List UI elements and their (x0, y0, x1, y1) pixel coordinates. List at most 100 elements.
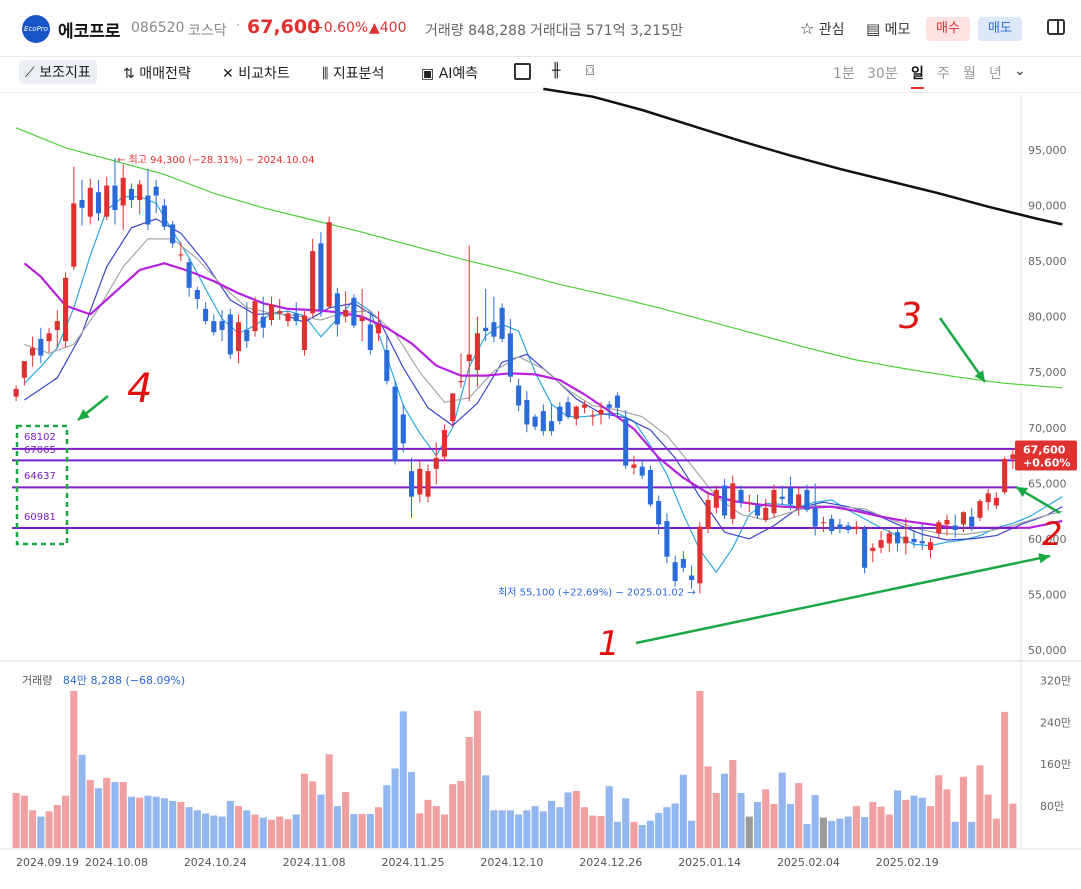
candle-body (343, 310, 349, 317)
x-tick-label: 2024.12.10 (480, 856, 543, 869)
volume-tick-label: 320만 (1040, 674, 1071, 687)
candle-body (969, 516, 975, 527)
period-day[interactable]: 일 (911, 63, 924, 89)
volume-bar (548, 800, 556, 848)
memo-button[interactable]: ▤ 메모 (866, 19, 910, 39)
candle-body (285, 313, 291, 322)
period-month[interactable]: 월 (963, 66, 976, 82)
candle-body (30, 347, 36, 356)
analysis-button[interactable]: ⫼ 지표분석 (322, 63, 384, 83)
ma-legend-title: 단순이동평균 (22, 106, 83, 119)
candle-body (722, 485, 728, 516)
change-percent: +0.60% (312, 20, 369, 36)
candle-body (886, 533, 892, 544)
volume-bar (762, 789, 770, 848)
period-30min[interactable]: 30분 (867, 66, 898, 82)
compare-button[interactable]: ✕ 비교차트 (222, 63, 290, 83)
trade-amount-info: 거래대금 571억 3,215만 (530, 23, 683, 39)
volume-bar (152, 796, 160, 848)
candle-body (433, 457, 439, 469)
indicators-button[interactable]: ⟋ 보조지표 (19, 60, 97, 84)
candle-body (796, 494, 802, 508)
candle-body (804, 490, 810, 510)
buy-button[interactable]: 매수 (926, 17, 970, 41)
volume-bar (300, 773, 308, 848)
x-tick-label: 2024.10.24 (184, 856, 247, 869)
gear-icon[interactable]: ⚙ (1048, 119, 1065, 140)
y-tick-label: 50,000 (1028, 644, 1067, 657)
volume-bar (836, 818, 844, 848)
candle-body (21, 361, 27, 378)
candle-type-button[interactable]: ╫ (552, 63, 560, 79)
analysis-icon: ⫼ (322, 66, 329, 82)
hand-number-1: 1 (598, 624, 620, 664)
hand-number-2: 2 (1042, 515, 1062, 553)
volume-bar (160, 798, 168, 848)
candle-body (598, 410, 604, 415)
candle-body (186, 262, 192, 288)
volume-bar (745, 816, 753, 848)
volume-bar (53, 805, 61, 848)
period-more-chevron-down-icon[interactable]: ⌄ (1014, 63, 1026, 79)
x-tick-label: 2024.09.19 (16, 856, 79, 869)
volume-bar (243, 810, 251, 848)
volume-bar (786, 804, 795, 848)
volume-bar (498, 810, 506, 848)
drawing-toggle-checkbox[interactable] (514, 63, 531, 80)
strategy-button[interactable]: ⇅ 매매전략 (123, 63, 191, 83)
volume-bar (572, 790, 580, 848)
candle-body (540, 411, 546, 432)
candle-body (524, 400, 530, 425)
indicators-label: 보조지표 (39, 65, 91, 81)
candle-body (903, 536, 909, 544)
high-price-label: ← 최고 94,300 (−28.31%) − 2024.10.04 (117, 154, 315, 166)
arrow-to-level (1015, 485, 1061, 515)
volume-bar (78, 754, 86, 848)
period-1min[interactable]: 1분 (833, 66, 855, 82)
volume-bar (218, 816, 226, 848)
moving-average-lines (15, 87, 1063, 574)
x-tick-label: 2025.02.19 (876, 856, 939, 869)
change-amount: ▲400 (369, 20, 407, 36)
sell-button[interactable]: 매도 (978, 17, 1022, 41)
volume-tick-label: 240만 (1040, 716, 1071, 729)
ai-predict-button[interactable]: ▣ AI예측 (421, 63, 478, 83)
volume-bar (564, 792, 572, 848)
watch-button[interactable]: ☆ 관심 (800, 19, 845, 39)
watermark-text: 알파스퀘어 (52, 626, 122, 644)
volume-bar (539, 811, 547, 848)
memo-label: 메모 (884, 22, 911, 38)
volume-bar (276, 816, 284, 848)
period-week[interactable]: 주 (937, 66, 950, 82)
last-price-tag (1015, 440, 1077, 471)
screenshot-button[interactable]: ⌼ (586, 63, 594, 79)
volume-bar (424, 799, 432, 848)
candle-body (590, 415, 596, 417)
candle-body (277, 311, 283, 314)
candle-body (837, 524, 843, 529)
star-icon: ☆ (800, 19, 815, 38)
volume-bar (877, 806, 885, 848)
side-panel-icon[interactable] (1047, 19, 1065, 35)
volume-bar (37, 816, 45, 848)
volume-bar (119, 782, 127, 848)
volume-bar (490, 810, 498, 848)
volume-bar (111, 782, 119, 848)
arrow-to-box (77, 395, 109, 421)
volume-bar (663, 807, 671, 848)
company-logo: EcoPro (22, 15, 50, 43)
x-tick-label: 2025.02.04 (777, 856, 840, 869)
watch-label: 관심 (818, 22, 845, 38)
volume-bar (778, 772, 786, 848)
candle-body (13, 388, 19, 397)
volume-legend-value: 84만 8,288 (−68.09%) (62, 674, 186, 687)
hand-number-4: 4 (127, 366, 152, 412)
period-year[interactable]: 년 (989, 66, 1002, 82)
chart-grid (0, 95, 1081, 850)
volume-bar (185, 807, 193, 848)
candle-body (779, 496, 785, 499)
strategy-label: 매매전략 (139, 66, 191, 82)
candle-body (746, 502, 752, 504)
ma-legend: 단순이동평균 5 10 13 20 120 240 480 (22, 104, 219, 120)
